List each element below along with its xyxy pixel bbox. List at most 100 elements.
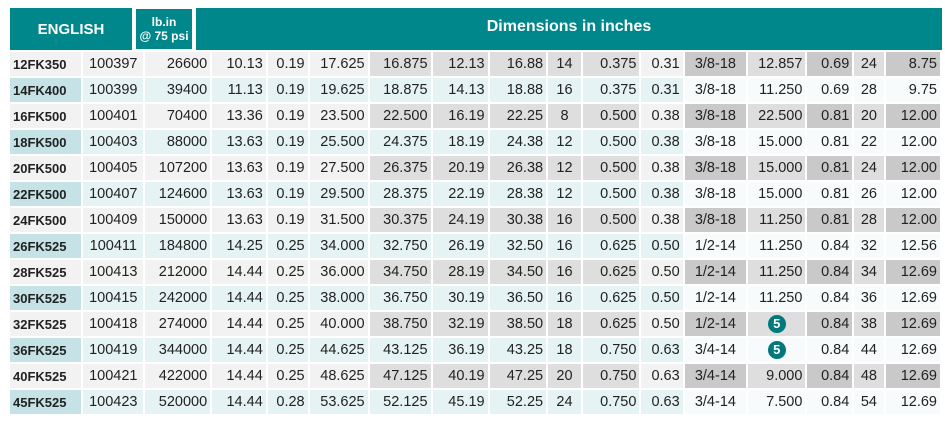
table-cell: 0.38 xyxy=(641,130,683,154)
header-dimensions: Dimensions in inches xyxy=(196,8,942,50)
table-cell: 3/8-18 xyxy=(684,156,747,180)
table-cell: 34 xyxy=(854,260,884,284)
table-cell: 30.19 xyxy=(432,286,488,310)
table-cell: 16 xyxy=(548,234,581,258)
table-cell: 0.28 xyxy=(267,390,308,414)
table-cell: 13.63 xyxy=(212,156,266,180)
table-cell: 0.81 xyxy=(807,156,853,180)
table-cell: 3/8-18 xyxy=(684,104,747,128)
table-row: 45FK525 100423 520000 14.44 0.28 53.625 52.125… xyxy=(10,390,940,414)
table-cell: 32.50 xyxy=(489,234,547,258)
table-cell: 0.25 xyxy=(267,234,308,258)
table-cell: 1/2-14 xyxy=(684,260,747,284)
table-cell: 0.38 xyxy=(641,104,683,128)
table-cell: 26.38 xyxy=(489,156,547,180)
table-cell: 32.19 xyxy=(432,312,488,336)
table-cell: 0.375 xyxy=(582,78,640,102)
table-cell: 12 xyxy=(548,130,581,154)
table-cell: 36.50 xyxy=(489,286,547,310)
table-row: 30FK525 100415 242000 14.44 0.25 38.000 36.750… xyxy=(10,286,940,310)
table-cell: 0.19 xyxy=(267,104,308,128)
spec-table: ENGLISH lb.in @ 75 psi Dimensions in inc… xyxy=(10,8,942,416)
table-row: 12FK350 100397 26600 10.13 0.19 17.625 16.875 1… xyxy=(10,52,940,76)
table-cell: 0.19 xyxy=(267,156,308,180)
table-cell: 107200 xyxy=(145,156,211,180)
table-cell: 0.84 xyxy=(807,338,853,362)
table-cell: 100401 xyxy=(83,104,144,128)
table-cell: 12.69 xyxy=(885,390,940,414)
table-cell: 0.50 xyxy=(641,286,683,310)
table-cell: 0.19 xyxy=(267,208,308,232)
note-5-badge: 5 xyxy=(767,315,786,333)
table-row: 24FK500 100409 150000 13.63 0.19 31.500 30.375… xyxy=(10,208,940,232)
table-cell: 40.000 xyxy=(309,312,368,336)
table-cell: 36.750 xyxy=(369,286,431,310)
table-cell: 212000 xyxy=(145,260,211,284)
table-cell: 12.56 xyxy=(885,234,940,258)
table-cell: 124600 xyxy=(145,182,211,206)
model-cell: 45FK525 xyxy=(10,390,82,414)
table-cell: 0.750 xyxy=(582,390,640,414)
table-cell: 100423 xyxy=(83,390,144,414)
table-cell: 100403 xyxy=(83,130,144,154)
model-cell: 28FK525 xyxy=(10,260,82,284)
table-cell: 28 xyxy=(854,208,884,232)
table-cell: 100413 xyxy=(83,260,144,284)
table-cell: 8 xyxy=(548,104,581,128)
table-cell: 28.375 xyxy=(369,182,431,206)
table-cell: 24.375 xyxy=(369,130,431,154)
table-cell: 0.84 xyxy=(807,364,853,388)
table-cell: 12.13 xyxy=(432,52,488,76)
table-cell: 16.19 xyxy=(432,104,488,128)
table-cell: 242000 xyxy=(145,286,211,310)
table-cell: 38.000 xyxy=(309,286,368,310)
table-cell: 5 xyxy=(748,338,806,362)
table-cell: 0.25 xyxy=(267,312,308,336)
table-cell: 0.31 xyxy=(641,52,683,76)
table-header: ENGLISH lb.in @ 75 psi Dimensions in inc… xyxy=(10,8,942,50)
table-cell: 0.69 xyxy=(807,52,853,76)
table-cell: 3/8-18 xyxy=(684,130,747,154)
table-cell: 12 xyxy=(548,182,581,206)
table-cell: 100407 xyxy=(83,182,144,206)
table-cell: 0.63 xyxy=(641,364,683,388)
table-cell: 36.000 xyxy=(309,260,368,284)
table-cell: 0.625 xyxy=(582,286,640,310)
table-cell: 0.63 xyxy=(641,390,683,414)
table-row: 14FK400 100399 39400 11.13 0.19 19.625 18.875 1… xyxy=(10,78,940,102)
model-cell: 24FK500 xyxy=(10,208,82,232)
table-cell: 0.19 xyxy=(267,78,308,102)
table-cell: 31.500 xyxy=(309,208,368,232)
table-cell: 52.25 xyxy=(489,390,547,414)
table-cell: 18.19 xyxy=(432,130,488,154)
table-cell: 47.125 xyxy=(369,364,431,388)
model-cell: 16FK500 xyxy=(10,104,82,128)
table-cell: 18.88 xyxy=(489,78,547,102)
table-cell: 0.500 xyxy=(582,182,640,206)
note-5-badge: 5 xyxy=(767,341,786,359)
table-cell: 22.500 xyxy=(369,104,431,128)
table-cell: 14 xyxy=(548,52,581,76)
table-cell: 0.625 xyxy=(582,260,640,284)
table-cell: 0.50 xyxy=(641,234,683,258)
table-cell: 24.38 xyxy=(489,130,547,154)
table-cell: 11.13 xyxy=(212,78,266,102)
table-cell: 14.44 xyxy=(212,364,266,388)
table-cell: 10.13 xyxy=(212,52,266,76)
torque-pressure: @ 75 psi xyxy=(139,29,189,43)
table-cell: 0.84 xyxy=(807,286,853,310)
table-row: 26FK525 100411 184800 14.25 0.25 34.000 32.750… xyxy=(10,234,940,258)
table-cell: 70400 xyxy=(145,104,211,128)
table-cell: 0.375 xyxy=(582,52,640,76)
table-cell: 38 xyxy=(854,312,884,336)
table-cell: 38.50 xyxy=(489,312,547,336)
header-english: ENGLISH xyxy=(10,8,132,50)
table-cell: 0.38 xyxy=(641,208,683,232)
model-cell: 36FK525 xyxy=(10,338,82,362)
table-cell: 34.750 xyxy=(369,260,431,284)
table-cell: 100405 xyxy=(83,156,144,180)
table-cell: 18.875 xyxy=(369,78,431,102)
table-cell: 100421 xyxy=(83,364,144,388)
table-cell: 36.19 xyxy=(432,338,488,362)
table-cell: 43.125 xyxy=(369,338,431,362)
